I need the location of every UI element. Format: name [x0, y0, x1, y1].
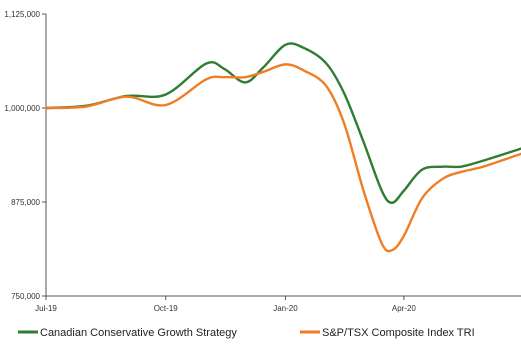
axes	[45, 14, 521, 297]
series-lines	[44, 42, 521, 253]
series-line-2	[44, 63, 521, 253]
series-line-1	[44, 42, 521, 204]
y-tick-label: 875,000	[11, 198, 40, 207]
x-ticks: Jul-19 Oct-19 Jan-20 Apr-20	[35, 296, 416, 313]
y-ticks: 750,000 875,000 1,000,000 1,125,000	[4, 10, 46, 301]
y-tick-label: 750,000	[11, 292, 40, 301]
y-tick-label: 1,125,000	[4, 10, 40, 19]
y-tick-label: 1,000,000	[4, 104, 40, 113]
legend-label: S&P/TSX Composite Index TRI	[322, 327, 475, 339]
x-tick-label: Oct-19	[154, 304, 179, 313]
legend: Canadian Conservative Growth Strategy S&P…	[18, 327, 475, 339]
legend-label: Canadian Conservative Growth Strategy	[40, 327, 237, 339]
x-tick-label: Apr-20	[392, 304, 417, 313]
x-tick-label: Jul-19	[35, 304, 57, 313]
x-tick-label: Jan-20	[273, 304, 298, 313]
